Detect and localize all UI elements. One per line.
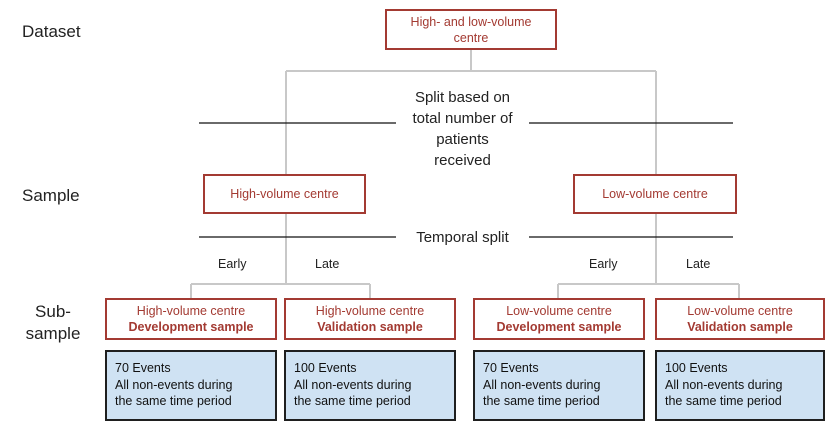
event-description-line: the same time period [483,394,600,408]
event-count: 100 Events [294,361,357,375]
row-label-sample: Sample [22,186,80,205]
event-description-line: the same time period [115,394,232,408]
subsample-centre: High-volume centre [315,304,425,318]
event-box-high-development: 70 Events All non-events during the same… [105,350,277,421]
subsample-centre: Low-volume centre [687,304,793,318]
branch-label-early-low: Early [589,257,618,271]
root-box: High- and low-volume centre [385,9,557,50]
event-box-high-validation: 100 Events All non-events during the sam… [284,350,456,421]
branch-label-early-high: Early [218,257,247,271]
event-description-line: the same time period [665,394,782,408]
event-count: 100 Events [665,361,728,375]
subsample-centre: High-volume centre [136,304,246,318]
root-box-line2: centre [453,30,489,45]
event-description-line: All non-events during [665,377,783,392]
subsample-box-low-validation: Low-volume centre Validation sample [655,298,825,340]
root-box-line1: High- and low-volume [410,14,532,29]
subsample-box-high-validation: High-volume centre Validation sample [284,298,456,340]
subsample-box-high-development: High-volume centre Development sample [105,298,277,340]
sample-box-low-volume-label: Low-volume centre [602,187,708,201]
event-description-line: All non-events during [294,377,412,392]
temporal-split-note: Temporal split [400,227,525,248]
subsample-box-low-development: Low-volume centre Development sample [473,298,645,340]
sample-box-low-volume: Low-volume centre [573,174,737,214]
event-count: 70 Events [483,361,539,375]
subsample-role: Development sample [496,320,622,334]
event-box-low-validation: 100 Events All non-events during the sam… [655,350,825,421]
event-description-line: the same time period [294,394,411,408]
sample-box-high-volume: High-volume centre [203,174,366,214]
event-description-line: All non-events during [483,377,601,392]
row-label-dataset: Dataset [22,22,81,41]
branch-label-late-high: Late [315,257,340,271]
event-box-low-development: 70 Events All non-events during the same… [473,350,645,421]
volume-split-note: Split based on total number of patients … [396,87,529,171]
subsample-role: Validation sample [687,320,793,334]
event-description-line: All non-events during [115,377,233,392]
subsample-role: Validation sample [317,320,423,334]
branch-label-late-low: Late [686,257,711,271]
event-count: 70 Events [115,361,171,375]
row-label-subsample: Sub- sample [25,302,81,343]
subsample-centre: Low-volume centre [506,304,612,318]
subsample-role: Development sample [128,320,254,334]
sample-box-high-volume-label: High-volume centre [230,187,339,201]
